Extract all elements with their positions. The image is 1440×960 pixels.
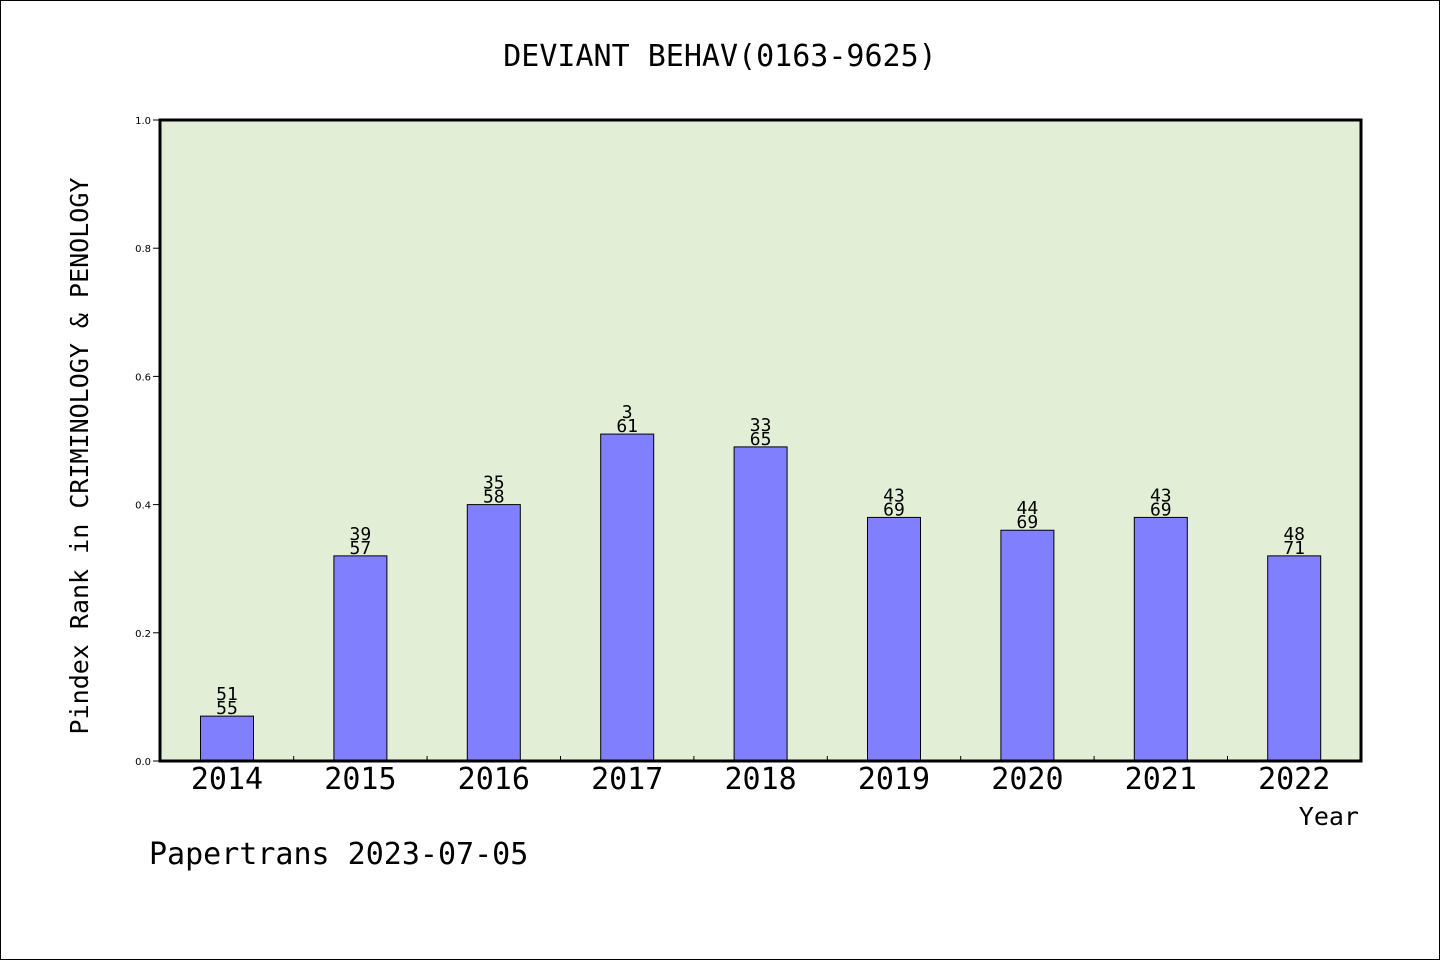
x-tick-label: 2014 — [191, 762, 263, 797]
bar-rank-label: 51 — [216, 684, 238, 705]
x-tick-label: 2017 — [591, 762, 663, 797]
y-tick-label: 1.0 — [135, 116, 151, 127]
bar-rank-label: 43 — [1150, 485, 1172, 506]
x-tick-label: 2019 — [858, 762, 930, 797]
bar-2019 — [867, 516, 921, 762]
footer-credit: Papertrans 2023-07-05 — [149, 837, 528, 872]
bar-2017 — [600, 433, 655, 762]
bars-layer — [200, 433, 1322, 762]
x-tick-label: 2016 — [458, 762, 530, 797]
x-axis: 2014 2015 2016 2017 2018 2019 2020 2021 2022 — [191, 756, 1330, 797]
bar-total-label: 55 — [216, 698, 238, 719]
bar-rank-label: 3 — [622, 402, 633, 423]
bar-total-label: 61 — [616, 416, 638, 437]
y-tick-label: 0.8 — [135, 244, 151, 255]
bar-total-label: 71 — [1283, 538, 1305, 559]
chart-title: DEVIANT BEHAV(0163-9625) — [503, 39, 936, 74]
bar-rank-label: 43 — [883, 485, 905, 506]
bar-rank-label: 39 — [350, 524, 372, 545]
bar-rank-label: 48 — [1283, 524, 1305, 545]
x-tick-label: 2018 — [724, 762, 796, 797]
y-tick-label: 0.2 — [135, 629, 151, 640]
bar-2020 — [1000, 529, 1055, 762]
x-axis-label: Year — [1299, 802, 1359, 831]
y-tick-label: 0.6 — [135, 372, 151, 383]
bar-rank-label: 33 — [750, 415, 772, 436]
bar-total-label: 69 — [883, 499, 905, 520]
bar-rank-label: 35 — [483, 473, 505, 494]
y-tick-label: 0.0 — [135, 757, 151, 768]
bar-total-label: 69 — [1150, 499, 1172, 520]
bar-total-label: 65 — [750, 429, 772, 450]
y-axis-label: Pindex Rank in CRIMINOLOGY & PENOLOGY — [65, 178, 94, 735]
bar-2016 — [466, 504, 521, 762]
x-tick-label: 2022 — [1258, 762, 1330, 797]
bar-total-label: 69 — [1017, 512, 1039, 533]
bar-2018 — [733, 446, 788, 762]
bar-2015 — [333, 555, 388, 762]
plot-border — [158, 118, 1363, 763]
bar-2021 — [1133, 516, 1188, 762]
bar-total-label: 57 — [350, 538, 372, 559]
y-axis: 0.0 0.2 0.4 0.6 0.8 1.0 — [135, 116, 160, 768]
x-tick-label: 2021 — [1125, 762, 1197, 797]
y-tick-label: 0.4 — [135, 501, 151, 512]
x-tick-label: 2020 — [991, 762, 1063, 797]
bar-rank-label: 44 — [1017, 498, 1039, 519]
bar-2022 — [1267, 555, 1322, 762]
bar-total-label: 58 — [483, 487, 505, 508]
x-tick-label: 2015 — [324, 762, 396, 797]
bar-2014 — [200, 715, 254, 762]
